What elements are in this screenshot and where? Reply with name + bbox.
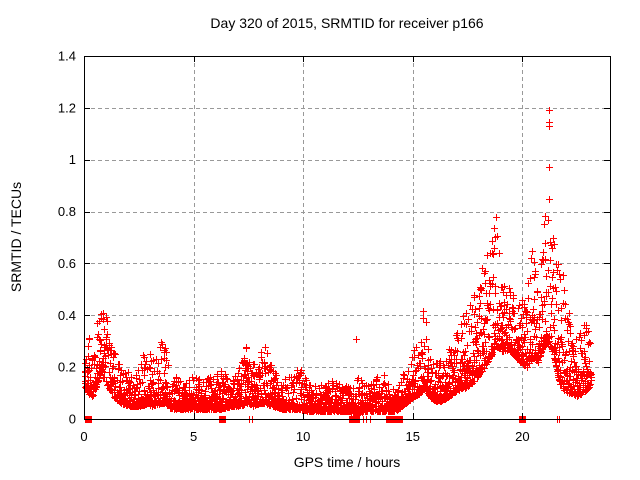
plot-border	[84, 56, 611, 420]
data-points	[82, 107, 595, 423]
y-tick-label: 1.2	[58, 100, 76, 115]
y-tick-label: 0.2	[58, 360, 76, 375]
x-tick-label: 5	[190, 429, 197, 444]
x-tick-label: 15	[406, 429, 420, 444]
tick-marks	[84, 56, 610, 420]
gridlines	[84, 56, 610, 419]
y-tick-label: 0	[69, 412, 76, 427]
y-tick-label: 0.6	[58, 256, 76, 271]
x-tick-label: 20	[515, 429, 529, 444]
y-tick-label: 1	[69, 152, 76, 167]
x-tick-label: 0	[80, 429, 87, 444]
chart-title: Day 320 of 2015, SRMTID for receiver p16…	[210, 15, 484, 31]
x-tick-label: 10	[296, 429, 310, 444]
y-tick-label: 0.8	[58, 204, 76, 219]
x-axis-label: GPS time / hours	[293, 454, 401, 470]
y-tick-label: 0.4	[58, 308, 76, 323]
y-tick-label: 1.4	[58, 49, 76, 64]
